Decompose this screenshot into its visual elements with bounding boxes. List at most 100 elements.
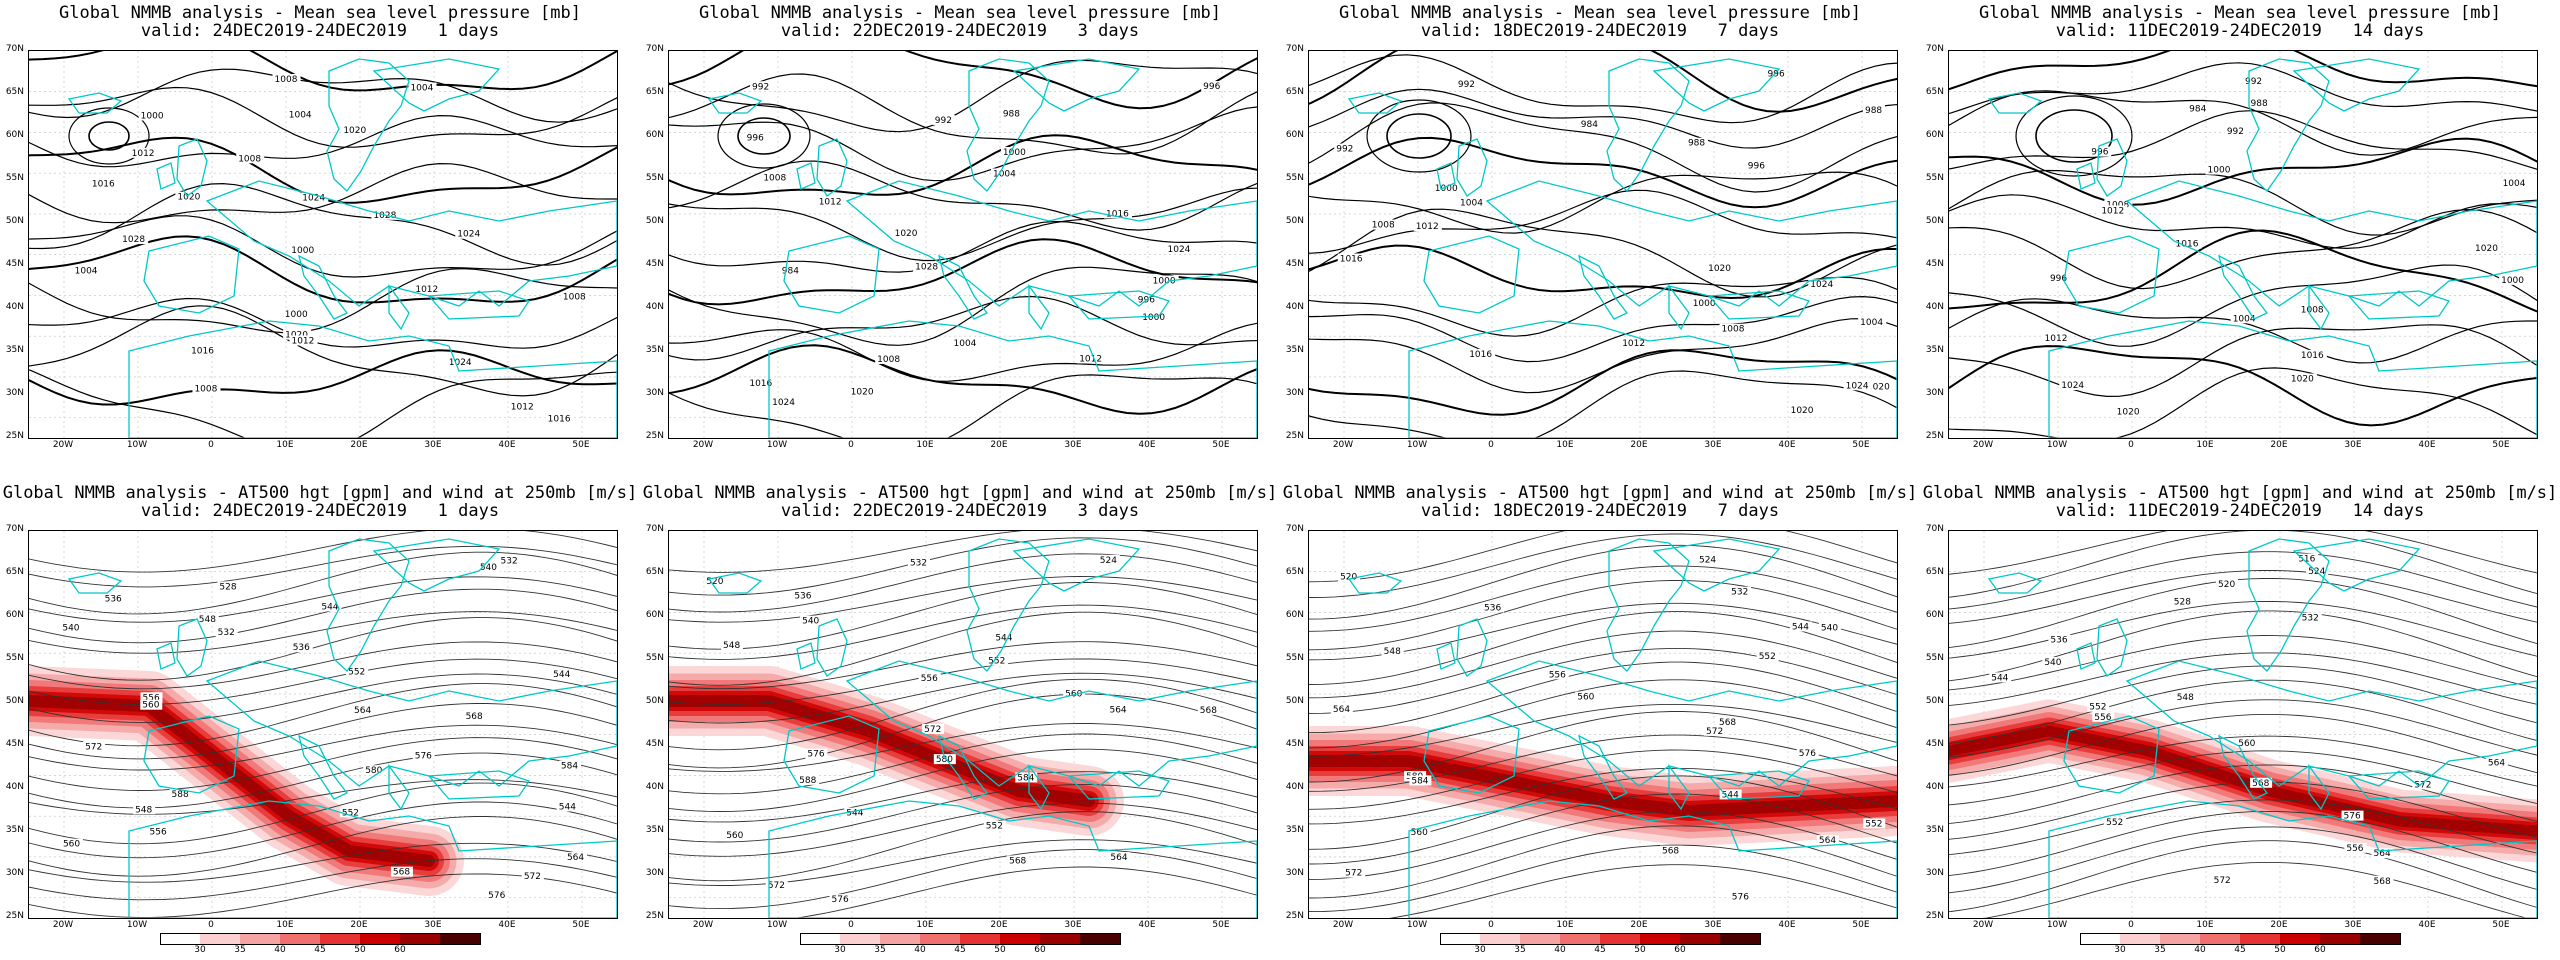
isohypse-label: 544 bbox=[1722, 790, 1739, 800]
isobar-label-bg bbox=[341, 125, 370, 136]
coastline bbox=[1987, 92, 2043, 114]
coastline bbox=[2048, 800, 2537, 918]
panel-title-line: Global NMMB analysis - Mean sea level pr… bbox=[1979, 3, 2501, 23]
coastline bbox=[2063, 235, 2160, 314]
isobar-label: 1000 bbox=[141, 111, 164, 121]
isohypse bbox=[1949, 679, 2537, 744]
isohypse bbox=[1309, 793, 1897, 865]
latitude-label: 60N bbox=[1285, 610, 1304, 620]
isobar bbox=[1949, 110, 2537, 170]
isohypse-label-bg bbox=[1716, 716, 1739, 727]
colorbar-tick-label: 45 bbox=[2234, 945, 2246, 955]
isobar-label: 1016 bbox=[548, 414, 571, 424]
isohypse bbox=[29, 617, 617, 681]
colorbar: 30 35 40 45 50 60 bbox=[1440, 930, 1761, 955]
isohypse-label: 552 bbox=[342, 808, 359, 818]
longitude-label: 10E bbox=[2196, 440, 2214, 450]
coastlines bbox=[707, 538, 1257, 918]
isobar-label: 1012 bbox=[819, 198, 842, 208]
isohypse bbox=[1949, 781, 2537, 840]
coastline bbox=[1436, 162, 1456, 190]
isobar bbox=[1949, 90, 2537, 156]
isobar-label: 1016 bbox=[1106, 209, 1129, 219]
colorbar-swatch bbox=[280, 933, 320, 945]
isohypse-label: 544 bbox=[995, 633, 1012, 643]
isobar-label: 1008 bbox=[238, 154, 261, 164]
map-canvas: 5165245205285325365405445485525565605645… bbox=[1949, 531, 2537, 918]
isohypse-label-bg bbox=[1381, 645, 1404, 656]
isobar-label: 992 bbox=[2245, 77, 2262, 87]
longitude-label: 10E bbox=[2196, 920, 2214, 930]
isohypse bbox=[669, 576, 1257, 623]
longitude-label: 0 bbox=[1488, 920, 1494, 930]
isohypse-label: 572 bbox=[1706, 727, 1723, 737]
isobar-label-bg bbox=[129, 147, 158, 158]
isobar bbox=[669, 51, 1257, 110]
isohypse bbox=[1949, 578, 2537, 648]
isohypse bbox=[29, 611, 617, 654]
isohypse-label: 564 bbox=[1110, 853, 1127, 863]
colorbar-tick-label: 35 bbox=[234, 945, 246, 955]
isobar-label-bg bbox=[1150, 275, 1179, 286]
coastline bbox=[326, 538, 410, 672]
isohypse-label-bg bbox=[2341, 810, 2364, 821]
isobar-label: 996 bbox=[2050, 274, 2067, 284]
coastline bbox=[2218, 254, 2269, 320]
isobar-label-bg bbox=[770, 397, 799, 408]
colorbar-swatch bbox=[200, 933, 240, 945]
isobar-label-bg bbox=[1455, 79, 1478, 90]
isobar-label: 988 bbox=[1865, 106, 1882, 116]
isobar-label: 1012 bbox=[132, 149, 155, 159]
isohypse-label-bg bbox=[1796, 747, 1819, 758]
isohypse-label: 552 bbox=[1759, 652, 1776, 662]
isobar bbox=[1949, 324, 2537, 398]
coastline bbox=[176, 618, 208, 677]
isobar-label: 996 bbox=[1768, 70, 1785, 80]
latitude-label: 50N bbox=[1285, 216, 1304, 226]
longitude-label: 10W bbox=[766, 440, 788, 450]
isohypse bbox=[1949, 551, 2537, 610]
coastline bbox=[2063, 715, 2160, 794]
colorbar-swatch bbox=[2360, 933, 2401, 945]
latitude-label: 70N bbox=[1285, 44, 1304, 54]
isobar-label: 1028 bbox=[373, 211, 396, 221]
isohypse-label-bg bbox=[1729, 891, 1752, 902]
latitude-label: 30N bbox=[1285, 388, 1304, 398]
longitude-label: 20E bbox=[2270, 440, 2288, 450]
isobar-label: 1024 bbox=[772, 398, 795, 408]
latitude-label: 70N bbox=[645, 44, 664, 54]
map-canvas: 5245205325365405445485525565605645685725… bbox=[1309, 531, 1897, 918]
coastline bbox=[2246, 538, 2330, 672]
isohypse-label: 584 bbox=[1411, 776, 1428, 786]
longitude-label: 40E bbox=[498, 440, 516, 450]
isobar-label-bg bbox=[89, 178, 118, 189]
colorbar-tick-label: 45 bbox=[314, 945, 326, 955]
isobar bbox=[1949, 62, 2537, 115]
isohypse-label: 568 bbox=[2252, 779, 2269, 789]
isohypse-label-bg bbox=[1704, 725, 1727, 736]
isobar-label-bg bbox=[2047, 272, 2070, 283]
isobar bbox=[669, 59, 1257, 133]
isohypse bbox=[29, 673, 617, 723]
latitude-label: 45N bbox=[5, 259, 24, 269]
coastline bbox=[1436, 642, 1456, 670]
coastline bbox=[67, 92, 123, 114]
isohypse-label: 516 bbox=[2298, 555, 2315, 565]
isobar bbox=[29, 215, 617, 278]
isohypse-label-bg bbox=[933, 754, 956, 765]
isobar-label: 1012 bbox=[415, 285, 438, 295]
isohypse-label: 552 bbox=[1865, 819, 1882, 829]
coastline bbox=[1578, 254, 1629, 320]
isohypse-label-bg bbox=[1863, 818, 1886, 829]
panel-title: Global NMMB analysis - AT500 hgt [gpm] a… bbox=[640, 484, 1280, 520]
coastline bbox=[388, 284, 410, 331]
isohypse-label: 576 bbox=[415, 751, 432, 761]
latitude-label: 50N bbox=[5, 216, 24, 226]
isobar bbox=[669, 295, 1257, 361]
longitude-label: 10W bbox=[126, 440, 148, 450]
isohypse-label-bg bbox=[993, 632, 1016, 643]
latitude-label: 30N bbox=[5, 388, 24, 398]
coastline bbox=[1652, 538, 1781, 592]
